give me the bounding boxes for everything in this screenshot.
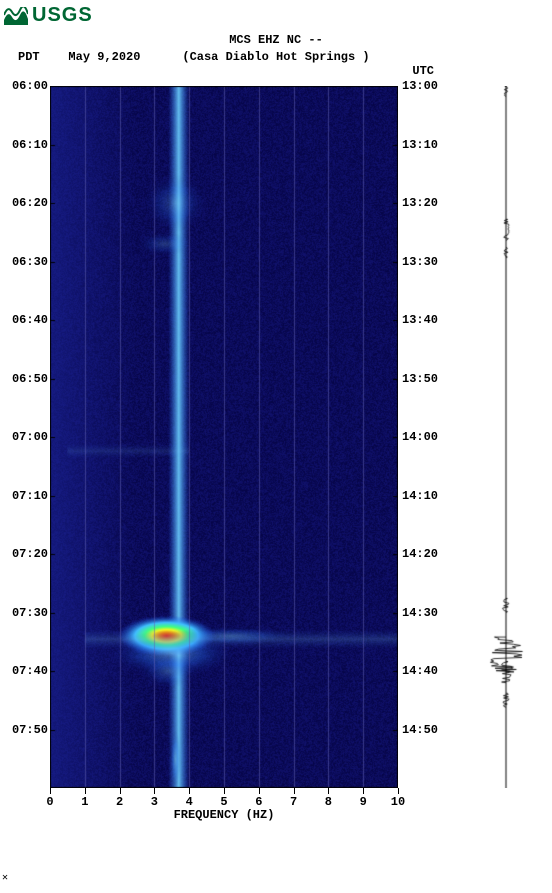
x-tick-label: 8 — [325, 795, 332, 809]
y-left-label: 06:40 — [12, 313, 48, 327]
x-tick-label: 10 — [391, 795, 405, 809]
x-tick-label: 6 — [255, 795, 262, 809]
y-right-label: 14:30 — [402, 606, 438, 620]
chart-title: MCS EHZ NC -- — [0, 32, 552, 48]
y-right-label: 14:50 — [402, 723, 438, 737]
y-left-label: 07:20 — [12, 547, 48, 561]
footer-glyph: ✕ — [2, 872, 8, 884]
usgs-logo: USGS — [4, 4, 93, 27]
y-left-label: 06:30 — [12, 255, 48, 269]
left-timezone: PDT — [18, 50, 40, 64]
y-left-label: 06:20 — [12, 196, 48, 210]
y-right-label: 14:10 — [402, 489, 438, 503]
y-right-label: 13:50 — [402, 372, 438, 386]
y-left-label: 07:10 — [12, 489, 48, 503]
y-left-label: 07:30 — [12, 606, 48, 620]
x-tick-label: 5 — [220, 795, 227, 809]
chart-subtitle-row: PDT May 9,2020 (Casa Diablo Hot Springs … — [0, 50, 552, 64]
y-left-label: 06:50 — [12, 372, 48, 386]
y-left-label: 06:10 — [12, 138, 48, 152]
y-left-label: 07:40 — [12, 664, 48, 678]
x-tick-label: 9 — [360, 795, 367, 809]
y-left-label: 07:00 — [12, 430, 48, 444]
record-date: May 9,2020 — [68, 50, 140, 64]
y-right-label: 13:10 — [402, 138, 438, 152]
y-right-label: 14:20 — [402, 547, 438, 561]
y-right-label: 13:30 — [402, 255, 438, 269]
y-left-label: 07:50 — [12, 723, 48, 737]
x-tick-label: 0 — [46, 795, 53, 809]
usgs-wave-icon — [4, 7, 28, 25]
y-right-label: 14:40 — [402, 664, 438, 678]
x-tick-label: 1 — [81, 795, 88, 809]
y-right-label: 13:00 — [402, 79, 438, 93]
x-axis-title: FREQUENCY (HZ) — [50, 808, 398, 822]
spectrogram-plot — [50, 86, 398, 788]
y-axis-left-labels: 06:0006:1006:2006:3006:4006:5007:0007:10… — [4, 86, 48, 788]
y-left-label: 06:00 — [12, 79, 48, 93]
x-tick-label: 3 — [151, 795, 158, 809]
usgs-logo-text: USGS — [32, 4, 93, 27]
seismogram-trace — [470, 86, 542, 788]
x-tick-label: 4 — [186, 795, 193, 809]
y-right-label: 13:20 — [402, 196, 438, 210]
x-tick-label: 2 — [116, 795, 123, 809]
y-axis-right-labels: 13:0013:1013:2013:3013:4013:5014:0014:10… — [402, 86, 446, 788]
x-tick-label: 7 — [290, 795, 297, 809]
y-right-label: 14:00 — [402, 430, 438, 444]
right-timezone: UTC — [412, 64, 434, 78]
y-right-label: 13:40 — [402, 313, 438, 327]
